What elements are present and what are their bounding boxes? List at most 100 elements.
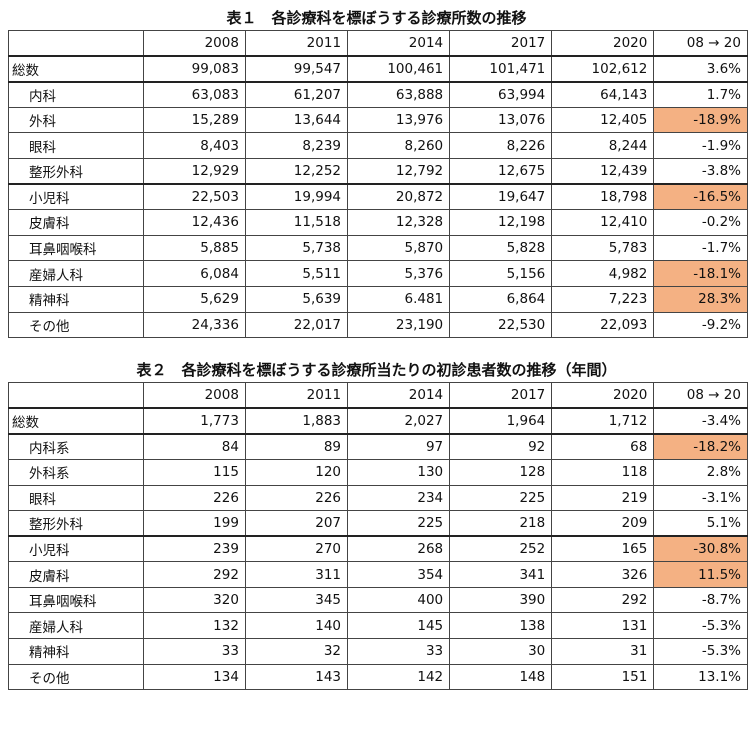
value-cell: 99,083 (142, 55, 246, 83)
header-row: 2008 2011 2014 2017 2020 08 → 20 (8, 30, 748, 57)
value-cell: 30 (449, 638, 553, 665)
row-label: 総数 (8, 407, 144, 435)
table-row: 産婦人科 132 140 145 138 131 -5.3% (8, 612, 748, 640)
value-cell: 99,547 (244, 55, 349, 83)
value-cell: 1,773 (142, 407, 246, 435)
value-cell: 23,190 (347, 311, 451, 339)
row-label: 外科系 (8, 458, 144, 486)
change-cell: -5.3% (653, 612, 748, 640)
row-label: 小児科 (8, 535, 144, 563)
change-cell: -18.2% (653, 432, 748, 460)
value-cell: 326 (551, 561, 655, 588)
table-row: 精神科 5,629 5,639 6.481 6,864 7,223 28.3% (8, 285, 748, 313)
value-cell: 115 (142, 458, 246, 486)
value-cell: 22,017 (244, 311, 349, 339)
table-row: 整形外科 199 207 225 218 209 5.1% (8, 510, 748, 537)
row-label: 産婦人科 (8, 260, 144, 287)
column-header: 2020 (551, 30, 655, 57)
value-cell: 12,198 (449, 209, 553, 236)
value-cell: 209 (551, 510, 655, 537)
value-cell: 63,888 (347, 80, 451, 108)
row-label: 精神科 (8, 285, 144, 313)
value-cell: 19,647 (449, 183, 553, 211)
table1-caption: 表１ 各診療科を標ぼうする診療所数の推移 (226, 9, 527, 27)
header-corner (8, 382, 144, 409)
value-cell: 1,964 (449, 407, 553, 435)
change-cell: -18.1% (653, 260, 748, 287)
table2: 2008 2011 2014 2017 2020 08 → 20 総数 1,773 1,883… (8, 382, 748, 691)
value-cell: 89 (244, 432, 349, 460)
value-cell: 5,783 (551, 234, 655, 262)
table-row: 外科 15,289 13,644 13,976 13,076 12,405 -18.9% (8, 106, 748, 134)
value-cell: 24,336 (142, 311, 246, 339)
value-cell: 292 (551, 586, 655, 614)
change-cell: 11.5% (653, 561, 748, 588)
table-row: 眼科 226 226 234 225 219 -3.1% (8, 484, 748, 512)
change-cell: -16.5% (653, 183, 748, 211)
table1: 2008 2011 2014 2017 2020 08 → 20 総数 99,083 99,5… (8, 30, 748, 339)
value-cell: 22,093 (551, 311, 655, 339)
row-label: 耳鼻咽喉科 (8, 234, 144, 262)
value-cell: 199 (142, 510, 246, 537)
change-cell: -3.8% (653, 157, 748, 185)
column-header: 2014 (347, 30, 451, 57)
value-cell: 252 (449, 535, 553, 563)
value-cell: 131 (551, 612, 655, 640)
value-cell: 219 (551, 484, 655, 512)
table-row: 耳鼻咽喉科 320 345 400 390 292 -8.7% (8, 586, 748, 614)
value-cell: 1,883 (244, 407, 349, 435)
row-label: 内科系 (8, 432, 144, 460)
value-cell: 12,792 (347, 157, 451, 185)
value-cell: 8,403 (142, 132, 246, 159)
table2-caption: 表２ 各診療科を標ぼうする診療所当たりの初診患者数の推移（年間） (136, 361, 617, 380)
value-cell: 12,328 (347, 209, 451, 236)
value-cell: 84 (142, 432, 246, 460)
value-cell: 226 (142, 484, 246, 512)
value-cell: 12,929 (142, 157, 246, 185)
value-cell: 128 (449, 458, 553, 486)
value-cell: 33 (347, 638, 451, 665)
change-cell: 13.1% (653, 663, 748, 691)
row-label: 小児科 (8, 183, 144, 211)
row-label: 皮膚科 (8, 561, 144, 588)
column-header: 08 → 20 (653, 382, 748, 409)
change-cell: -9.2% (653, 311, 748, 339)
value-cell: 345 (244, 586, 349, 614)
value-cell: 207 (244, 510, 349, 537)
row-label: 眼科 (8, 484, 144, 512)
value-cell: 33 (142, 638, 246, 665)
value-cell: 12,405 (551, 106, 655, 134)
value-cell: 8,239 (244, 132, 349, 159)
row-label: その他 (8, 663, 144, 691)
table-row: その他 134 143 142 148 151 13.1% (8, 663, 748, 691)
column-header: 2008 (142, 30, 246, 57)
table-row: 眼科 8,403 8,239 8,260 8,226 8,244 -1.9% (8, 132, 748, 159)
table-row: 皮膚科 292 311 354 341 326 11.5% (8, 561, 748, 588)
value-cell: 13,076 (449, 106, 553, 134)
value-cell: 6,864 (449, 285, 553, 313)
value-cell: 8,260 (347, 132, 451, 159)
value-cell: 7,223 (551, 285, 655, 313)
table-row: 総数 1,773 1,883 2,027 1,964 1,712 -3.4% (8, 407, 748, 435)
table-row: 整形外科 12,929 12,252 12,792 12,675 12,439 -3.8% (8, 157, 748, 185)
table-row: 皮膚科 12,436 11,518 12,328 12,198 12,410 -0.2% (8, 209, 748, 236)
row-label: 精神科 (8, 638, 144, 665)
header-row: 2008 2011 2014 2017 2020 08 → 20 (8, 382, 748, 409)
value-cell: 270 (244, 535, 349, 563)
change-cell: -0.2% (653, 209, 748, 236)
column-header: 2017 (449, 30, 553, 57)
change-cell: 1.7% (653, 80, 748, 108)
value-cell: 225 (347, 510, 451, 537)
value-cell: 151 (551, 663, 655, 691)
value-cell: 22,503 (142, 183, 246, 211)
change-cell: -5.3% (653, 638, 748, 665)
value-cell: 12,410 (551, 209, 655, 236)
column-header: 2011 (244, 30, 349, 57)
value-cell: 12,436 (142, 209, 246, 236)
column-header: 2011 (244, 382, 349, 409)
column-header: 08 → 20 (653, 30, 748, 57)
row-label: 外科 (8, 106, 144, 134)
value-cell: 239 (142, 535, 246, 563)
row-label: 産婦人科 (8, 612, 144, 640)
value-cell: 292 (142, 561, 246, 588)
